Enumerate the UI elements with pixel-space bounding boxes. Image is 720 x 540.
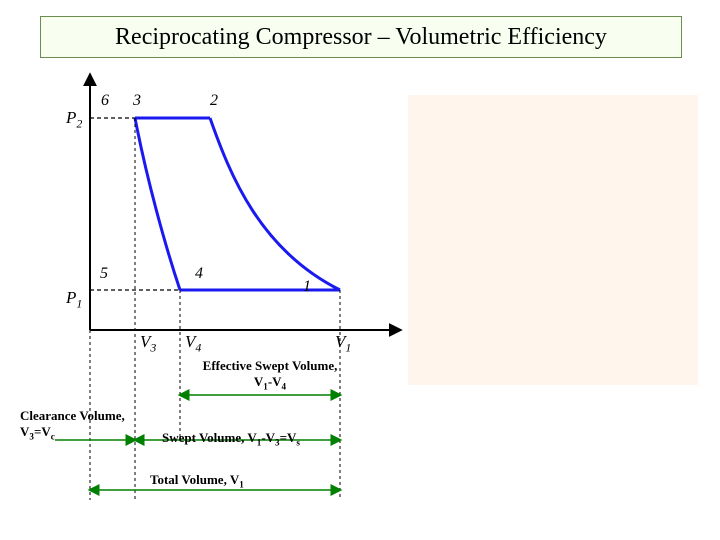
p2: P2 — [66, 108, 82, 131]
tot-label: Total Volume, V1 — [150, 472, 244, 490]
swp-label: Swept Volume, V1-V3=Vs — [162, 430, 300, 448]
v4: V4 — [185, 332, 201, 355]
v3: V3 — [140, 332, 156, 355]
pt3: 3 — [133, 92, 141, 110]
p1: P1 — [66, 288, 82, 311]
pt6: 6 — [101, 92, 109, 110]
clr-label: Clearance Volume, V3=Vc — [20, 408, 150, 442]
pt1: 1 — [303, 278, 311, 296]
eff-label: Effective Swept Volume, V1-V4 — [190, 358, 350, 392]
pv-diagram — [0, 0, 720, 540]
v1: V1 — [335, 332, 351, 355]
pt5: 5 — [100, 265, 108, 283]
pt4: 4 — [195, 265, 203, 283]
pt2: 2 — [210, 92, 218, 110]
